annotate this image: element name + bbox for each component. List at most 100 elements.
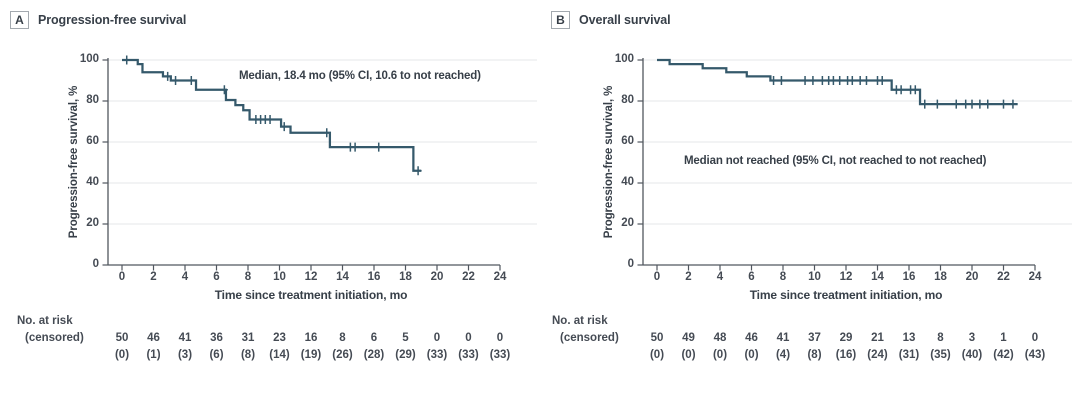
- at-risk-count: 29: [839, 332, 853, 344]
- x-tick-label: 16: [902, 271, 916, 283]
- censored-count: (14): [269, 349, 290, 361]
- panel-a-x-axis-label: Time since treatment initiation, mo: [214, 288, 408, 302]
- censored-count: (28): [363, 349, 385, 361]
- panel-a-header: A Progression-free survival: [10, 11, 186, 29]
- at-risk-count: 0: [496, 332, 504, 344]
- at-risk-count: 23: [273, 332, 286, 344]
- censored-count: (16): [835, 349, 857, 361]
- x-tick-label: 4: [181, 271, 189, 283]
- censored-count: (3): [177, 349, 193, 361]
- y-tick-label: 60: [86, 135, 99, 147]
- x-tick-label: 4: [716, 271, 724, 283]
- censored-count: (0): [114, 349, 130, 361]
- censored-count: (29): [395, 349, 416, 361]
- y-tick-label: 20: [86, 217, 99, 229]
- at-risk-count: 36: [210, 332, 223, 344]
- x-tick-label: 24: [1028, 271, 1042, 283]
- censored-count: (8): [807, 349, 822, 361]
- at-risk-count: 0: [433, 332, 441, 344]
- x-tick-label: 0: [118, 271, 126, 283]
- at-risk-count: 46: [147, 332, 160, 344]
- at-risk-count: 13: [902, 332, 916, 344]
- at-risk-count: 41: [178, 332, 192, 344]
- at-risk-count: 46: [745, 332, 758, 344]
- y-tick-label: 60: [621, 135, 634, 147]
- x-tick-label: 12: [304, 271, 318, 283]
- panel-b-title: Overall survival: [579, 13, 671, 27]
- at-risk-count: 8: [339, 332, 346, 344]
- panel-b-censored-label: (censored): [560, 332, 619, 344]
- at-risk-count: 21: [871, 332, 884, 344]
- censored-count: (0): [649, 349, 665, 361]
- censored-count: (0): [712, 349, 728, 361]
- at-risk-count: 5: [402, 332, 409, 344]
- censored-count: (4): [775, 349, 791, 361]
- censored-count: (31): [898, 349, 920, 361]
- x-tick-label: 14: [336, 271, 349, 283]
- at-risk-count: 8: [937, 332, 944, 344]
- y-tick-label: 20: [621, 217, 634, 229]
- censored-count: (43): [1024, 349, 1046, 361]
- y-tick-label: 80: [86, 94, 99, 106]
- at-risk-count: 37: [808, 332, 821, 344]
- censored-count: (24): [867, 349, 888, 361]
- censored-count: (0): [681, 349, 696, 361]
- censored-count: (0): [744, 349, 759, 361]
- y-tick-label: 80: [621, 94, 634, 106]
- at-risk-count: 48: [713, 332, 727, 344]
- at-risk-count: 6: [370, 332, 378, 344]
- x-tick-label: 14: [871, 271, 884, 283]
- x-tick-label: 22: [997, 271, 1010, 283]
- panel-progression-free-survival: A Progression-free survival Progression-…: [10, 11, 537, 361]
- x-tick-label: 2: [685, 271, 692, 283]
- at-risk-count: 1: [1000, 332, 1007, 344]
- at-risk-count: 50: [650, 332, 664, 344]
- x-tick-label: 18: [399, 271, 412, 283]
- panel-a-y-axis-label: Progression-free survival, %: [68, 85, 80, 239]
- panel-a-median-annotation: Median, 18.4 mo (95% CI, 10.6 to not rea…: [239, 70, 481, 82]
- panel-a-no-at-risk-label: No. at risk: [17, 315, 73, 327]
- censored-count: (33): [426, 349, 448, 361]
- at-risk-count: 31: [241, 332, 255, 344]
- censored-count: (1): [146, 349, 161, 361]
- x-tick-label: 10: [808, 271, 821, 283]
- panel-a-censored-label: (censored): [25, 332, 84, 344]
- censored-count: (26): [332, 349, 353, 361]
- at-risk-count: 3: [968, 332, 976, 344]
- x-tick-label: 16: [367, 271, 381, 283]
- y-tick-label: 40: [86, 176, 99, 188]
- km-curve: [657, 58, 1018, 106]
- x-tick-label: 6: [748, 271, 755, 283]
- panel-b-letter-badge: B: [551, 11, 570, 29]
- at-risk-count: 50: [115, 332, 129, 344]
- x-tick-label: 24: [493, 271, 507, 283]
- x-tick-label: 6: [213, 271, 220, 283]
- censored-count: (33): [489, 349, 511, 361]
- censor-marks: [123, 55, 422, 176]
- panel-a-plot: [102, 55, 537, 271]
- censored-count: (33): [458, 349, 479, 361]
- censor-marks: [770, 76, 1017, 109]
- x-tick-label: 12: [839, 271, 853, 283]
- censored-count: (42): [993, 349, 1014, 361]
- at-risk-count: 41: [776, 332, 790, 344]
- censored-count: (19): [300, 349, 322, 361]
- panel-b-plot: [637, 58, 1072, 271]
- censored-count: (35): [930, 349, 951, 361]
- censored-count: (8): [240, 349, 256, 361]
- panel-overall-survival: B Overall survival Progression-free surv…: [535, 0, 1080, 400]
- x-tick-label: 2: [150, 271, 157, 283]
- censored-count: (40): [961, 349, 983, 361]
- panel-b-x-axis-label: Time since treatment initiation, mo: [749, 288, 943, 302]
- at-risk-count: 16: [304, 332, 318, 344]
- panel-b-median-annotation: Median not reached (95% CI, not reached …: [684, 155, 987, 167]
- x-tick-label: 8: [244, 271, 252, 283]
- y-tick-label: 0: [627, 258, 634, 270]
- panel-b-header: B Overall survival: [551, 11, 671, 29]
- y-tick-label: 0: [92, 258, 99, 270]
- censored-count: (6): [209, 349, 224, 361]
- at-risk-count: 0: [465, 332, 472, 344]
- panel-b-no-at-risk-label: No. at risk: [552, 315, 608, 327]
- y-tick-label: 40: [621, 176, 634, 188]
